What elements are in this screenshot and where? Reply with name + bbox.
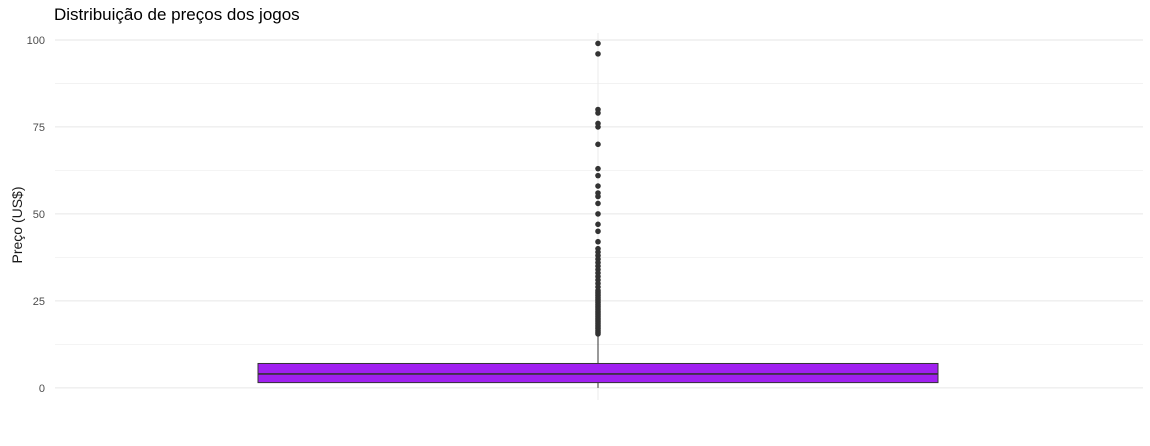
outlier-point [595,110,601,116]
chart-title: Distribuição de preços dos jogos [54,5,300,24]
outlier-point [595,172,601,179]
outlier-point [595,211,601,217]
box-iqr [257,362,939,384]
outlier-point [595,221,601,228]
outlier-point [595,40,601,47]
outlier-point [595,331,601,337]
outlier-point [595,165,601,172]
outlier-point [595,200,601,207]
y-tick-label: 25 [33,296,45,308]
y-axis-ticks: 0 25 50 75 100 [27,35,45,395]
outlier-point [595,141,601,148]
outlier-point [595,228,601,235]
y-tick-label: 75 [33,122,45,134]
box-plot [257,335,939,388]
y-tick-label: 50 [33,209,45,221]
y-tick-label: 0 [39,383,45,395]
outlier-point [595,183,601,189]
outlier-point [595,124,601,130]
y-tick-label: 100 [27,35,45,47]
outlier-points [595,40,601,337]
outlier-point [595,51,601,57]
outlier-point [595,193,601,200]
outlier-point [595,238,601,245]
